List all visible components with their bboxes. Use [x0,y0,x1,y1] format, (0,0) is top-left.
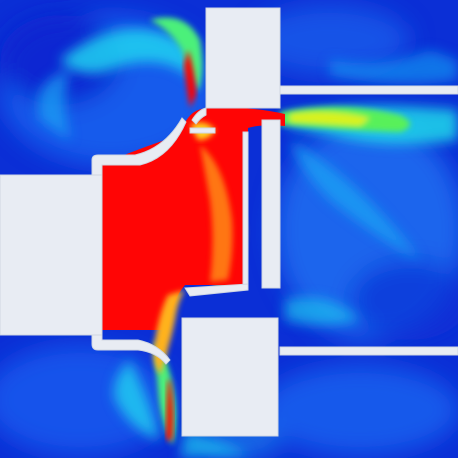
inner-vertical-rod-2 [242,131,249,289]
mid-speed-regions [38,28,458,458]
right-channel-upper-plate [279,85,458,95]
solid-bodies [0,7,458,437]
upper-right-block [205,7,281,109]
inner-vertical-rod [261,119,281,289]
lower-right-block [181,317,279,437]
right-channel-lower-plate [279,346,458,356]
low-speed-regions [0,5,458,458]
left-block-fillet [91,117,187,176]
upper-block-neck [191,107,207,125]
inner-top-ledge [189,127,216,134]
left-block [0,174,103,336]
left-block-fillet-bottom [91,334,171,365]
inner-bottom-step [184,283,249,297]
